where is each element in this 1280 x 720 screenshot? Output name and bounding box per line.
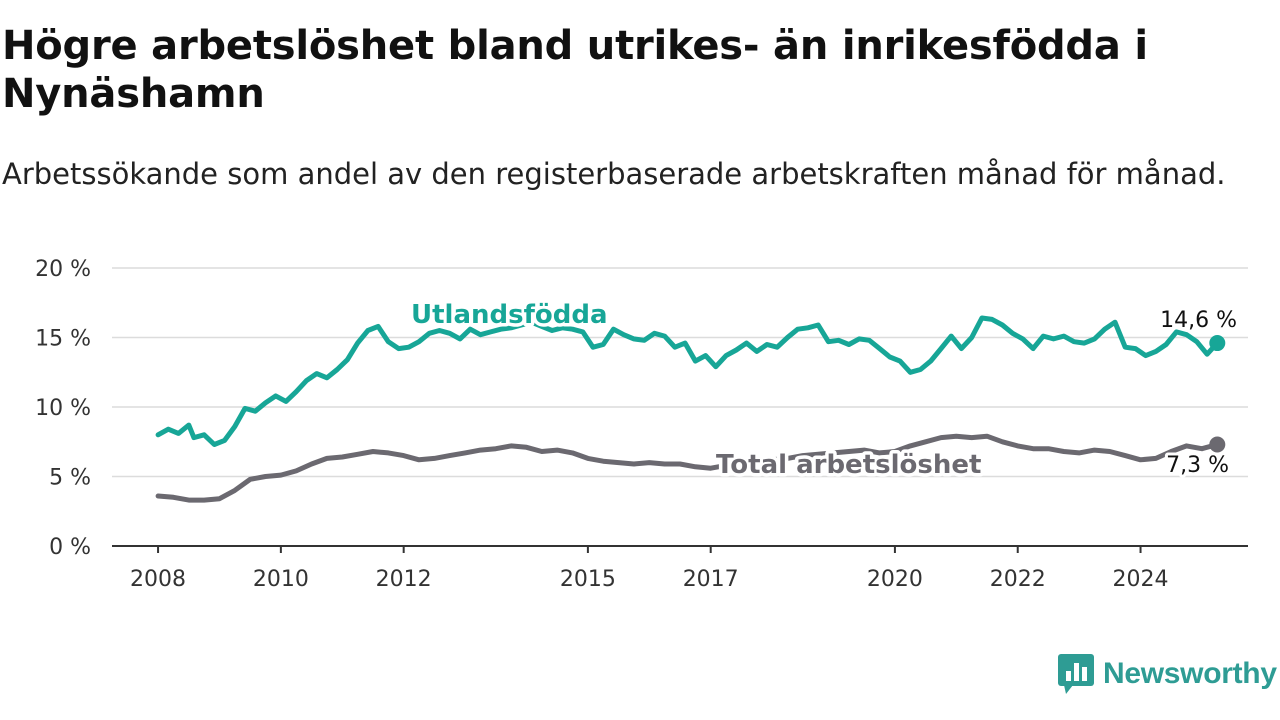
chart-title: Högre arbetslöshet bland utrikes- än inr…: [2, 23, 1148, 117]
x-tick-label: 2010: [253, 567, 309, 592]
series-name-label: Total arbetslöshet: [716, 450, 981, 480]
y-tick-label: 15 %: [35, 327, 91, 352]
x-tick-label: 2012: [376, 567, 432, 592]
x-tick-label: 2015: [560, 567, 616, 592]
chart-subtitle: Arbetssökande som andel av den registerb…: [2, 157, 1226, 191]
brand-logo[interactable]: Newsworthy: [1058, 654, 1277, 694]
x-tick-label: 2024: [1113, 567, 1169, 592]
y-axis-tick-labels: 0 % 5 % 10 % 15 % 20 %: [35, 257, 91, 560]
brand-name: Newsworthy: [1103, 657, 1277, 690]
series-end-point: [1209, 335, 1226, 352]
series-end-value-label: 7,3 %: [1166, 453, 1229, 478]
x-tick-label: 2008: [130, 567, 186, 592]
y-tick-label: 5 %: [49, 466, 91, 491]
x-tick-label: 2022: [990, 567, 1046, 592]
x-tick-label: 2020: [867, 567, 923, 592]
series-name-label: Utlandsfödda: [411, 300, 608, 330]
series-lines: [155, 315, 1226, 503]
y-tick-label: 20 %: [35, 257, 91, 282]
y-gridlines: [112, 267, 1248, 478]
series-line: [155, 315, 1220, 447]
series-end-point: [1209, 436, 1226, 453]
series-line: [155, 433, 1220, 503]
y-tick-label: 10 %: [35, 396, 91, 421]
x-axis: 2008 2010 2012 2015 2017 2020 2022 2024: [112, 545, 1248, 592]
series-labels: Utlandsfödda 14,6 % Total arbetslöshet 7,3 …: [408, 297, 1241, 484]
series-end-value-label: 14,6 %: [1160, 308, 1237, 333]
x-tick-label: 2017: [683, 567, 739, 592]
line-chart: 0 %5 %10 %15 %20 % 2008 2010 2012 2015 2017 2…: [35, 257, 1248, 592]
newsworthy-logo-icon: [1058, 654, 1094, 694]
y-tick-label: 0 %: [49, 535, 91, 560]
